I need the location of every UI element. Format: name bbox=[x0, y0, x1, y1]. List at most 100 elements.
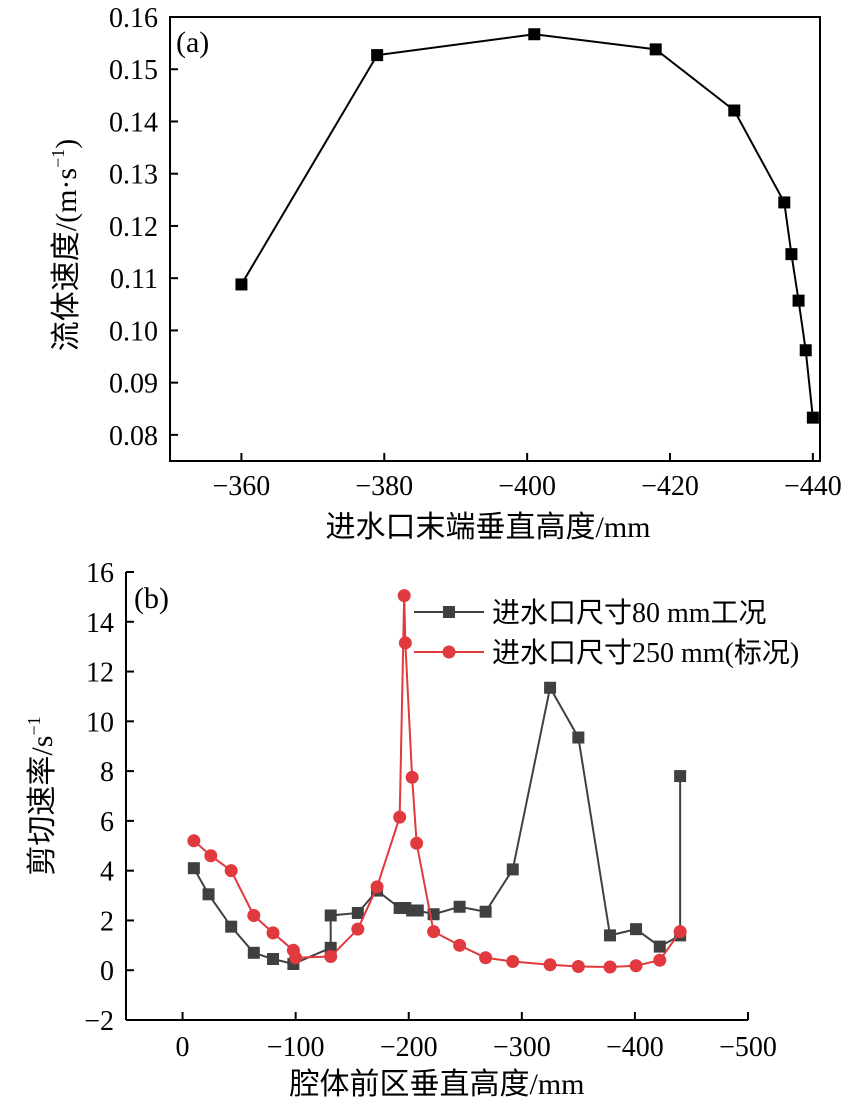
legend-label: 进水口尺寸250 mm(标况) bbox=[492, 637, 799, 669]
data-point-a bbox=[371, 49, 384, 62]
x-tick-label-a: −420 bbox=[641, 471, 699, 502]
x-tick-label-a: −360 bbox=[213, 471, 271, 502]
data-point-b bbox=[398, 636, 412, 650]
tick-labels-b: 0 −100 −200 −300 −400 −500 −2 0 2 4 6 8 10 12 14 16 bbox=[84, 558, 777, 1063]
data-point-b bbox=[629, 959, 643, 973]
y-tick-label-b: 10 bbox=[86, 707, 114, 738]
data-point-b bbox=[453, 900, 466, 913]
data-point-b bbox=[267, 953, 280, 966]
y-tick-label-a: 0.10 bbox=[109, 316, 158, 347]
y-tick-label-b: 16 bbox=[86, 558, 114, 589]
data-point-b bbox=[324, 950, 338, 964]
y-axis-label-b: 剪切速率/s−1 bbox=[24, 716, 59, 875]
data-point-b bbox=[453, 938, 467, 952]
data-point-b bbox=[351, 922, 365, 936]
y-tick-label-a: 0.14 bbox=[109, 107, 158, 138]
y-axis-label-b-main: 剪切速率/s bbox=[26, 736, 59, 876]
y-axis-label-a-tail: ) bbox=[50, 139, 83, 149]
data-point-a bbox=[649, 43, 662, 56]
y-tick-label-b: 6 bbox=[100, 807, 114, 838]
y-tick-label-a: 0.13 bbox=[109, 160, 158, 191]
data-point-a bbox=[235, 278, 248, 291]
y-tick-label-b: 0 bbox=[100, 956, 114, 987]
x-axis-label-b: 腔体前区垂直高度/mm bbox=[289, 1068, 584, 1101]
x-tick-label-b: −500 bbox=[719, 1032, 777, 1063]
series-line-a bbox=[240, 33, 814, 418]
data-point-b bbox=[479, 951, 493, 965]
y-tick-label-b: −2 bbox=[84, 1006, 114, 1037]
data-point-b bbox=[506, 863, 519, 876]
y-axis-label-a: 流体速度/(m·s−1) bbox=[48, 139, 83, 351]
data-point-b bbox=[603, 960, 617, 974]
data-point-b bbox=[187, 834, 201, 848]
tick-marks-b bbox=[126, 571, 749, 1021]
y-axis-label-b-sup: −1 bbox=[24, 716, 44, 735]
data-point-b bbox=[247, 946, 260, 959]
data-point-b bbox=[544, 681, 557, 694]
data-point-b bbox=[673, 925, 687, 939]
data-point-a bbox=[528, 28, 541, 41]
x-tick-label-a: −400 bbox=[498, 471, 556, 502]
data-point-b bbox=[187, 862, 200, 875]
tick-marks-a bbox=[170, 16, 814, 461]
data-point-a bbox=[785, 248, 798, 261]
data-point-b bbox=[653, 953, 667, 967]
x-tick-label-b: −200 bbox=[380, 1032, 438, 1063]
tick-labels-a: −360 −380 −400 −420 −440 0.08 0.09 0.10 0.11 0.12… bbox=[109, 3, 842, 502]
y-tick-label-b: 8 bbox=[100, 757, 114, 788]
y-axis-label-a-sup: −1 bbox=[48, 149, 68, 168]
data-point-a bbox=[728, 104, 741, 117]
data-point-b bbox=[411, 904, 424, 917]
data-point-b bbox=[247, 908, 261, 922]
x-tick-label-b: −400 bbox=[606, 1032, 664, 1063]
chart-b: 0 −100 −200 −300 −400 −500 −2 0 2 4 6 8 10 12 14 16 (b)… bbox=[24, 558, 799, 1101]
data-point-b bbox=[225, 920, 238, 933]
data-point-b bbox=[370, 880, 384, 894]
data-point-b bbox=[351, 906, 364, 919]
data-marks-b bbox=[187, 589, 687, 974]
data-point-a bbox=[806, 411, 819, 424]
data-point-b bbox=[543, 958, 557, 972]
data-point-b bbox=[397, 589, 411, 603]
data-point-a bbox=[778, 196, 791, 209]
data-point-b bbox=[289, 951, 303, 965]
panel-label-a: (a) bbox=[176, 26, 209, 59]
data-point-a bbox=[799, 344, 812, 357]
legend-marker bbox=[443, 606, 455, 618]
data-point-b bbox=[224, 864, 238, 878]
plot-frame-a bbox=[169, 16, 821, 462]
data-point-b bbox=[571, 959, 585, 973]
y-tick-label-b: 14 bbox=[86, 608, 114, 639]
data-point-b bbox=[506, 955, 520, 969]
y-tick-label-a: 0.11 bbox=[110, 264, 158, 295]
y-tick-label-b: 4 bbox=[100, 857, 114, 888]
data-point-b bbox=[204, 849, 218, 863]
x-tick-label-b: −100 bbox=[267, 1032, 325, 1063]
panel-label-b: (b) bbox=[134, 582, 169, 615]
data-point-a bbox=[792, 294, 805, 307]
x-axis-label-a: 进水口末端垂直高度/mm bbox=[325, 511, 650, 544]
y-tick-label-a: 0.16 bbox=[109, 3, 158, 34]
legend-marker bbox=[442, 645, 456, 659]
data-point-b bbox=[324, 909, 337, 922]
data-point-b bbox=[393, 810, 407, 824]
y-tick-label-a: 0.08 bbox=[109, 421, 158, 452]
data-point-b bbox=[572, 731, 585, 744]
data-point-b bbox=[202, 888, 215, 901]
x-tick-label-a: −440 bbox=[784, 471, 842, 502]
y-tick-label-b: 12 bbox=[86, 658, 114, 689]
y-axis-label-a-main: 流体速度/(m·s bbox=[50, 168, 83, 351]
y-tick-label-a: 0.15 bbox=[109, 55, 158, 86]
data-point-b bbox=[427, 925, 441, 939]
y-tick-label-a: 0.12 bbox=[109, 212, 158, 243]
x-tick-label-b: −300 bbox=[493, 1032, 551, 1063]
data-point-b bbox=[630, 923, 643, 936]
data-point-b bbox=[604, 929, 617, 942]
chart-a: −360 −380 −400 −420 −440 0.08 0.09 0.10 0.11 0.12… bbox=[48, 3, 842, 544]
data-marks-a bbox=[235, 28, 819, 424]
x-tick-label-a: −380 bbox=[355, 471, 413, 502]
data-point-b bbox=[653, 940, 666, 953]
series-line-b bbox=[192, 684, 682, 966]
